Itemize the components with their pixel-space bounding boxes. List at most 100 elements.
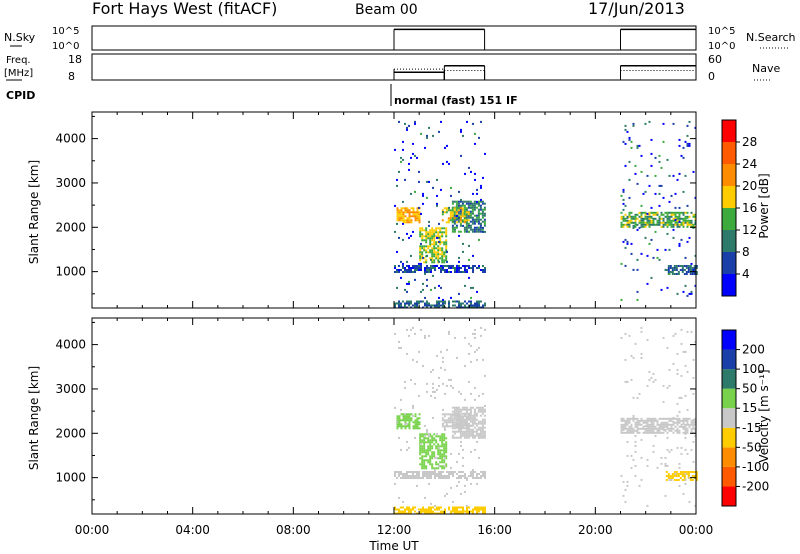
power-cell (622, 140, 625, 143)
velocity-cell (441, 437, 444, 440)
velocity-cell (396, 508, 398, 511)
power-cell (678, 211, 681, 214)
power-cell (466, 269, 468, 271)
velocity-cell (404, 425, 407, 428)
power-cell (669, 267, 672, 269)
velocity-cell (650, 417, 653, 420)
velocity-cell (673, 471, 676, 473)
power-cell (451, 200, 454, 203)
velocity-cell (634, 440, 637, 443)
power-cell (686, 144, 689, 147)
velocity-cell (662, 400, 665, 403)
power-cell (664, 268, 667, 271)
velocity-cell (684, 472, 687, 475)
power-cell (459, 224, 462, 227)
velocity-cell (451, 410, 454, 413)
power-cell (462, 271, 464, 273)
velocity-cell (471, 424, 474, 427)
velocity-cell (689, 479, 692, 481)
velocity-cell (675, 475, 678, 477)
power-cell (682, 225, 685, 228)
power-cell (424, 267, 426, 269)
power-cell (431, 255, 434, 258)
power-cell (467, 206, 470, 209)
velocity-cell (426, 510, 428, 513)
power-cell (686, 219, 689, 222)
velocity-cell (419, 435, 422, 438)
power-cell (412, 142, 414, 145)
velocity-cell (481, 422, 484, 425)
velocity-cell (624, 488, 627, 491)
power-colorbar-swatch (722, 274, 736, 296)
velocity-cell (400, 408, 402, 411)
velocity-cell (636, 417, 639, 420)
velocity-cell (452, 510, 454, 513)
power-cell (658, 215, 661, 218)
velocity-cell (416, 484, 418, 487)
power-cell (644, 122, 647, 125)
velocity-cell (421, 465, 424, 468)
power-cell (654, 211, 657, 214)
velocity-cell (427, 445, 430, 448)
power-cell (626, 215, 629, 218)
power-cell (648, 242, 651, 245)
velocity-cell (481, 420, 484, 423)
power-cell (410, 211, 413, 214)
velocity-cell (474, 336, 476, 339)
power-cell (446, 269, 448, 271)
velocity-cell (679, 473, 682, 475)
power-cell (479, 200, 482, 203)
velocity-cell (404, 415, 407, 418)
velocity-cell (402, 417, 405, 420)
velocity-cell (447, 421, 450, 424)
power-cell (412, 271, 414, 273)
power-cell (479, 218, 482, 221)
velocity-cell (471, 414, 474, 417)
power-cell (667, 271, 670, 273)
velocity-cell (458, 452, 460, 455)
power-cell (445, 231, 448, 234)
velocity-cell (422, 475, 424, 477)
velocity-cell (435, 467, 438, 470)
power-cell (688, 236, 691, 239)
power-cell (479, 212, 482, 215)
power-cell (683, 265, 686, 267)
velocity-cell (427, 437, 430, 440)
velocity-cell (622, 428, 625, 431)
velocity-cell (481, 436, 484, 439)
velocity-cell (451, 427, 454, 430)
power-cell (462, 250, 464, 253)
velocity-cell (457, 419, 460, 422)
power-cell (426, 265, 428, 267)
velocity-cell (676, 372, 679, 375)
velocity-cell (437, 449, 440, 452)
velocity-cell (464, 477, 466, 479)
velocity-cell (684, 429, 687, 432)
velocity-cell (473, 414, 476, 417)
velocity-cell (480, 506, 482, 509)
power-cell (676, 223, 679, 226)
velocity-cell (467, 428, 470, 431)
power-cell (446, 260, 448, 263)
power-cell (628, 178, 631, 181)
power-cell (666, 213, 669, 216)
velocity-cell (666, 346, 669, 349)
power-cell (672, 219, 675, 222)
power-cell (412, 209, 415, 212)
velocity-cell (634, 417, 637, 420)
velocity-cell (652, 421, 655, 424)
power-cell (459, 219, 462, 222)
velocity-cell (438, 506, 440, 509)
power-cell (690, 223, 693, 226)
velocity-cell (477, 428, 480, 431)
power-cell (431, 251, 434, 254)
power-cell (439, 229, 442, 232)
velocity-cell (482, 510, 484, 513)
power-cell (445, 243, 448, 246)
power-cell (420, 262, 422, 265)
velocity-cell (402, 413, 405, 416)
velocity-cell (470, 450, 472, 453)
velocity-cell (438, 473, 440, 475)
velocity-cell (457, 410, 460, 413)
power-cell (624, 142, 627, 145)
